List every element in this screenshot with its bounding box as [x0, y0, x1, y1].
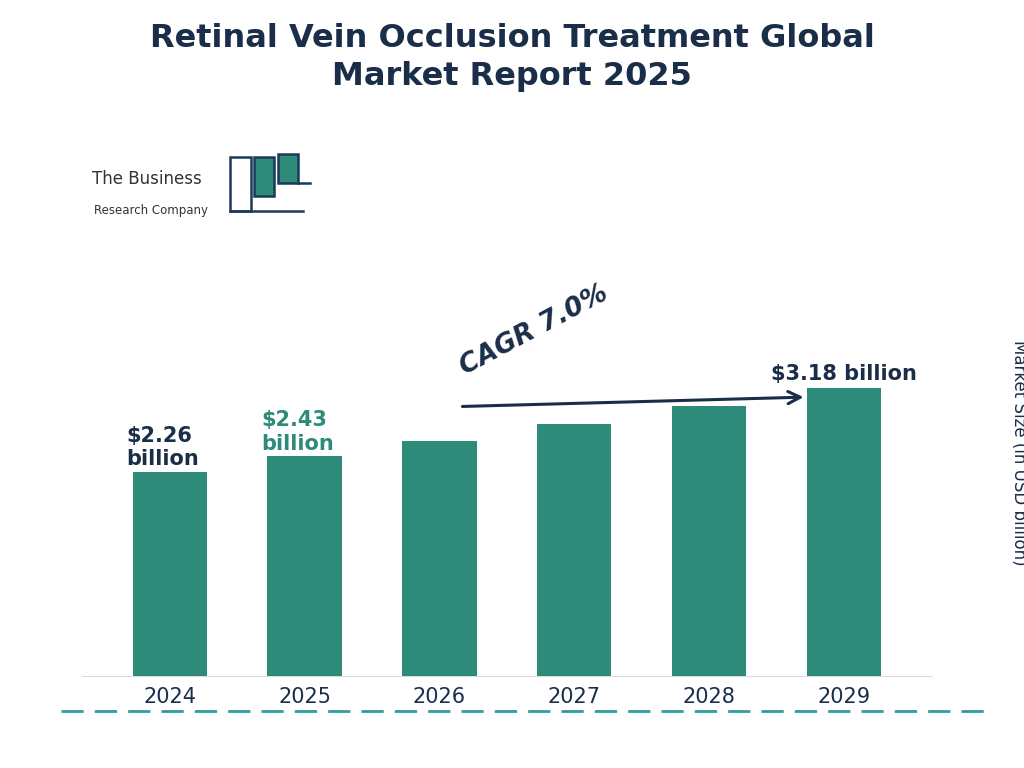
Bar	[402, 441, 476, 676]
Text: Market Size (in USD billion): Market Size (in USD billion)	[1010, 340, 1024, 566]
Bar	[132, 472, 207, 676]
Bar	[267, 456, 342, 676]
Text: Retinal Vein Occlusion Treatment Global
Market Report 2025: Retinal Vein Occlusion Treatment Global …	[150, 23, 874, 92]
Text: $3.18 billion: $3.18 billion	[771, 364, 918, 384]
Bar	[672, 406, 746, 676]
Bar	[538, 424, 611, 676]
Text: The Business: The Business	[92, 170, 202, 188]
Bar	[807, 389, 882, 676]
Text: Research Company: Research Company	[94, 204, 208, 217]
Text: CAGR 7.0%: CAGR 7.0%	[456, 280, 612, 380]
Text: $2.43
billion: $2.43 billion	[261, 410, 334, 454]
Text: $2.26
billion: $2.26 billion	[126, 425, 200, 469]
